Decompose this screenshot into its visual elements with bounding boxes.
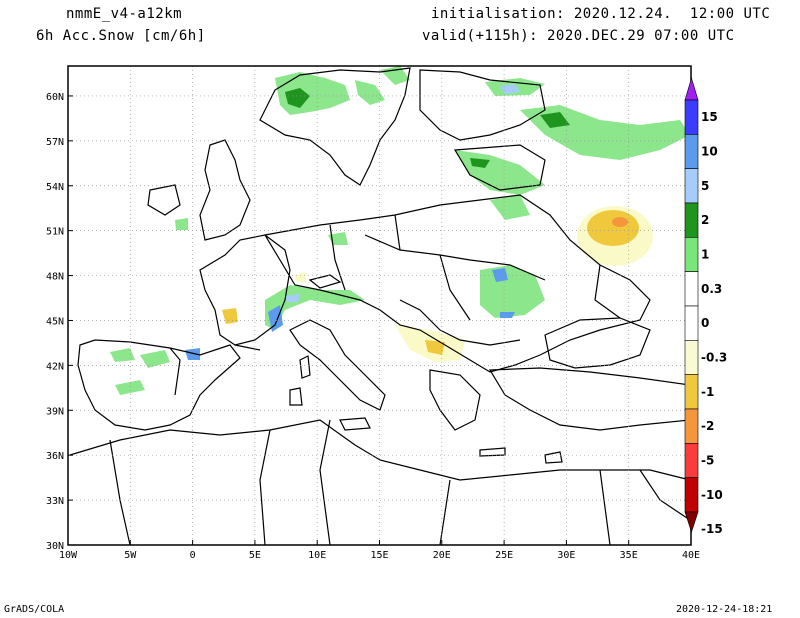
- colorbar-swatch: [684, 99, 699, 135]
- lat-label: 42N: [46, 361, 64, 372]
- colorbar-swatch: [684, 477, 699, 513]
- melt-core-balkans: [425, 340, 445, 355]
- lat-label: 36N: [46, 451, 64, 462]
- lon-label: 5E: [249, 550, 261, 561]
- lat-label: 60N: [46, 92, 64, 103]
- lat-label: 39N: [46, 406, 64, 417]
- colorbar-swatch: [684, 374, 699, 410]
- snow-area-poland-south: [490, 195, 530, 220]
- lat-label: 33N: [46, 496, 64, 507]
- lon-label: 20E: [433, 550, 451, 561]
- colorbar-swatch: [684, 271, 699, 307]
- colorbar-label: 2: [701, 213, 709, 227]
- latitude-labels: 60N 57N 54N 51N 48N 45N 42N 39N 36N 33N 30N: [46, 92, 73, 552]
- lat-label: 57N: [46, 137, 64, 148]
- snow-area-iberia-north: [110, 348, 135, 362]
- colorbar-top-cap: [684, 76, 699, 101]
- snow-blue-western-alps: [268, 305, 283, 332]
- colorbar-bottom-cap: [684, 511, 699, 533]
- colorbar: 15 10 5 2 1 0.3 0 -0.3 -1 -2 -5 -10 -15: [684, 76, 727, 536]
- footer-timestamp: 2020-12-24-18:21: [676, 604, 773, 615]
- lon-label: 40E: [682, 550, 700, 561]
- colorbar-label: -10: [701, 488, 723, 502]
- colorbar-label: -1: [701, 385, 714, 399]
- lon-label: 15E: [370, 550, 388, 561]
- lon-label: 5W: [124, 550, 137, 561]
- melt-core-ukraine: [587, 210, 639, 246]
- lon-label: 0: [190, 550, 196, 561]
- lon-label: 10W: [59, 550, 78, 561]
- colorbar-swatch: [684, 408, 699, 444]
- snow-area-germany: [328, 232, 348, 245]
- colorbar-swatch: [684, 202, 699, 238]
- snow-field-layer: [110, 66, 690, 395]
- snow-area-carpathians: [480, 265, 545, 318]
- colorbar-label: 0: [701, 316, 709, 330]
- model-title: nmmE_v4-a12km: [66, 6, 183, 22]
- valid-time: valid(+115h): 2020.DEC.29 07:00 UTC: [422, 28, 735, 44]
- lon-label: 10E: [308, 550, 326, 561]
- snow-core-norway: [285, 88, 310, 108]
- colorbar-label: 5: [701, 179, 709, 193]
- melt-area-central: [295, 272, 306, 282]
- snow-area-baltic: [520, 105, 690, 160]
- colorbar-swatch: [684, 305, 699, 341]
- colorbar-label: -0.3: [701, 351, 727, 365]
- snow-blue-romania: [500, 312, 515, 318]
- snow-area-sweden: [355, 80, 385, 105]
- colorbar-swatch: [684, 168, 699, 204]
- snow-lightblue-alps: [285, 294, 300, 302]
- colorbar-label: -15: [701, 522, 723, 536]
- snow-area-uk: [175, 218, 188, 230]
- colorbar-label: 10: [701, 145, 718, 159]
- init-time: initialisation: 2020.12.24. 12:00 UTC: [431, 6, 771, 22]
- colorbar-label: 1: [701, 248, 709, 262]
- colorbar-swatch: [684, 237, 699, 272]
- melt-peak-ukraine: [612, 217, 628, 227]
- colorbar-label: -2: [701, 419, 714, 433]
- lat-label: 51N: [46, 227, 64, 238]
- footer-software: GrADS/COLA: [4, 604, 65, 615]
- coastline-layer: [69, 67, 691, 546]
- lat-label: 30N: [46, 541, 64, 552]
- snow-area-iberia-central: [140, 350, 170, 368]
- lon-label: 30E: [557, 550, 575, 561]
- snow-core-baltic: [540, 112, 570, 128]
- lat-label: 45N: [46, 316, 64, 327]
- colorbar-label: 15: [701, 110, 718, 124]
- field-title: 6h Acc.Snow [cm/6h]: [36, 28, 206, 44]
- melt-area-france: [222, 308, 238, 324]
- lon-label: 25E: [495, 550, 513, 561]
- colorbar-swatch: [684, 340, 699, 375]
- colorbar-swatch: [684, 443, 699, 478]
- snow-blue-finland: [500, 84, 520, 94]
- longitude-labels: 10W 5W 0 5E 10E 15E 20E 25E 30E 35E 40E: [59, 540, 700, 561]
- colorbar-label: -5: [701, 454, 714, 468]
- lon-label: 35E: [620, 550, 638, 561]
- lat-label: 54N: [46, 182, 64, 193]
- snow-area-iberia-south: [115, 380, 145, 395]
- lat-label: 48N: [46, 272, 64, 283]
- colorbar-label: 0.3: [701, 282, 722, 296]
- snow-core-poland: [470, 158, 490, 168]
- colorbar-swatch: [684, 134, 699, 169]
